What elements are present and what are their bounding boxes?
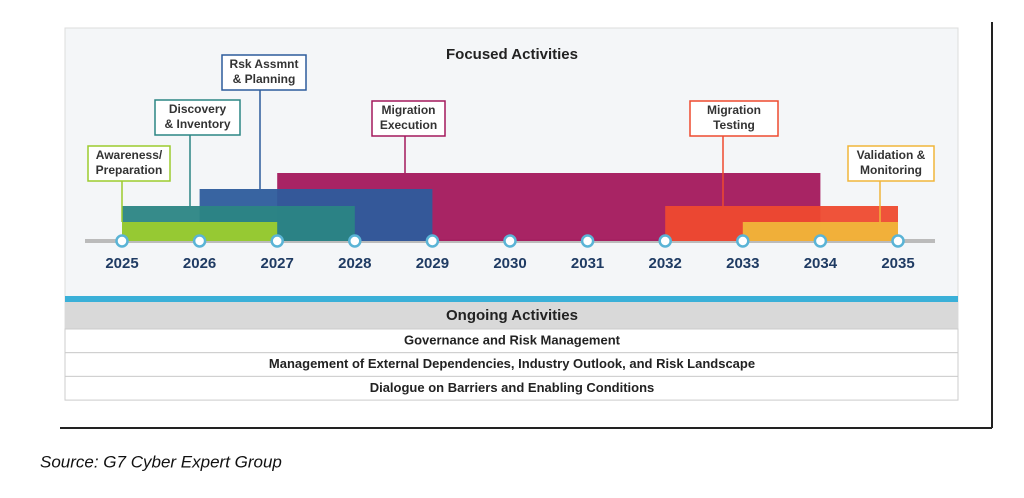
callout-label: Discovery xyxy=(169,102,227,116)
x-tick-label: 2030 xyxy=(493,255,526,272)
x-tick-label: 2035 xyxy=(881,255,914,272)
ongoing-row xyxy=(64,375,959,401)
ongoing-row-label: Management of External Dependencies, Ind… xyxy=(269,356,755,371)
tick-marker xyxy=(425,234,440,248)
x-tick-label: 2025 xyxy=(105,255,138,272)
chart-title: Focused Activities xyxy=(446,46,578,63)
ongoing-row-label: Governance and Risk Management xyxy=(404,332,621,347)
callout-box xyxy=(371,100,446,137)
tick-marker xyxy=(580,234,595,248)
x-tick-label: 2034 xyxy=(804,255,838,272)
callout-label: Rsk Assmnt xyxy=(230,57,299,71)
x-tick-label: 2026 xyxy=(183,255,216,272)
tick-marker xyxy=(115,234,129,248)
callout-box xyxy=(847,145,935,182)
callout-box xyxy=(221,54,307,91)
stripe xyxy=(65,296,958,302)
x-tick-label: 2033 xyxy=(726,255,759,272)
callout-label: & Inventory xyxy=(164,117,230,131)
callout-label: Preparation xyxy=(96,163,163,177)
x-tick-label: 2031 xyxy=(571,255,604,272)
x-tick-label: 2029 xyxy=(416,255,449,272)
tick-marker xyxy=(658,234,672,248)
callout-label: Testing xyxy=(713,118,755,132)
tick-marker xyxy=(348,234,362,248)
tick-marker xyxy=(891,234,905,248)
callout-box xyxy=(689,100,779,137)
x-tick-label: 2032 xyxy=(649,255,682,272)
ongoing-row-label: Dialogue on Barriers and Enabling Condit… xyxy=(370,380,655,395)
x-tick-label: 2028 xyxy=(338,255,371,272)
callout-label: Migration xyxy=(382,103,436,117)
callout-label: Execution xyxy=(380,118,437,132)
activity-bar xyxy=(742,222,898,241)
tick-marker xyxy=(813,234,828,248)
callout-box xyxy=(154,99,241,136)
callout-label: & Planning xyxy=(233,72,296,86)
ongoing-title: Ongoing Activities xyxy=(446,307,578,324)
source: Source: G7 Cyber Expert Group xyxy=(40,452,282,471)
callout-label: Validation & xyxy=(857,148,926,162)
tick-marker xyxy=(270,234,284,248)
tick-marker xyxy=(192,234,207,248)
ongoing-header xyxy=(65,302,958,329)
x-tick-label: 2027 xyxy=(261,255,294,272)
callout-box xyxy=(87,145,171,182)
tick-marker xyxy=(736,234,750,248)
activity-bar xyxy=(122,222,278,241)
tick-marker xyxy=(503,234,517,248)
callout-label: Awareness/ xyxy=(96,148,163,162)
callout-label: Migration xyxy=(707,103,761,117)
callout-label: Monitoring xyxy=(860,163,922,177)
